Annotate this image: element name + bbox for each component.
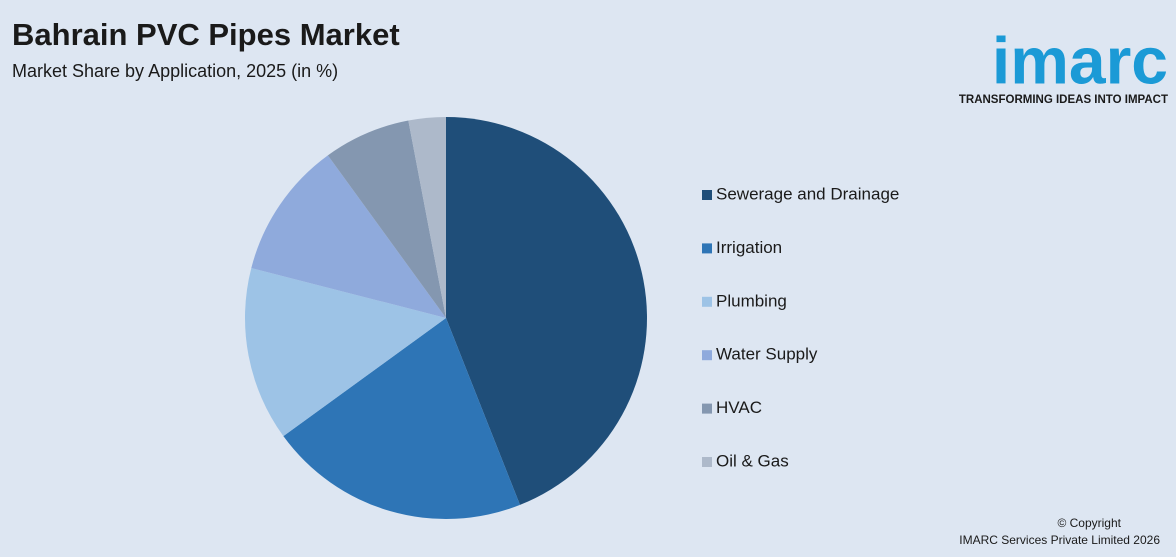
pie-slice [446,117,647,505]
legend-label: Plumbing [716,291,787,310]
legend-swatch [702,457,712,467]
pie-slice [283,318,520,519]
pie-slice [245,268,446,437]
chart-title: Bahrain PVC Pipes Market [12,17,400,52]
logo-tagline: TRANSFORMING IDEAS INTO IMPACT [959,94,1168,106]
logo-name: imarc [992,23,1168,97]
legend-label: Irrigation [716,238,782,257]
pie-slice [408,117,446,318]
legend-swatch [702,403,712,414]
legend-label: HVAC [716,398,762,417]
legend-swatch [702,350,712,361]
copyright: © Copyright [1057,516,1121,530]
company: IMARC Services Private Limited 2026 [959,533,1160,547]
legend-label: Oil & Gas [716,451,789,470]
pie-slice [251,155,446,318]
legend-swatch [702,243,712,254]
legend-label: Sewerage and Drainage [716,184,899,203]
legend-swatch [702,190,712,200]
pie-slice [327,120,446,318]
legend-swatch [702,296,712,307]
legend-label: Water Supply [716,345,818,364]
chart-subtitle: Market Share by Application, 2025 (in %) [12,61,338,81]
